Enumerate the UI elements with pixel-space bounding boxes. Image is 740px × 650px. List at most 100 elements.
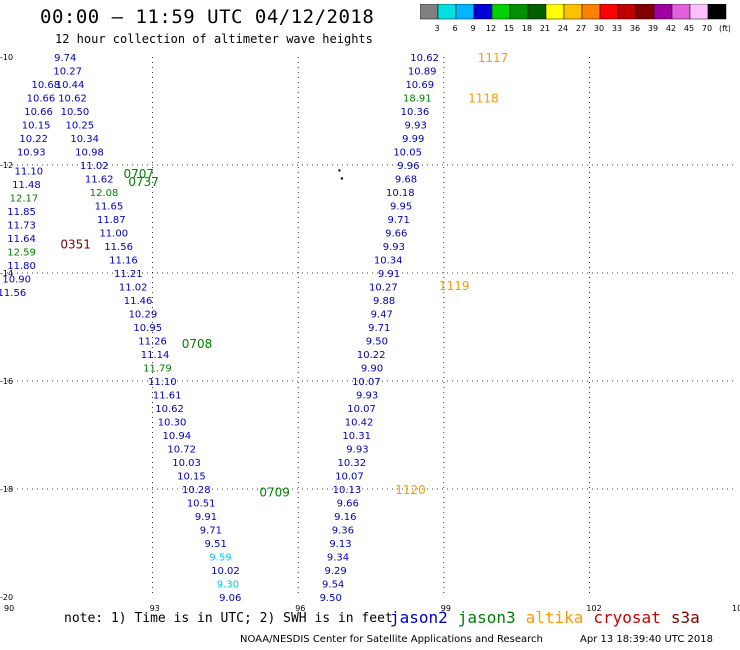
swh-value: 10.36 — [401, 107, 430, 118]
swh-value: 10.42 — [345, 418, 374, 429]
colorbar-label: (ft) — [719, 24, 730, 33]
swh-value: 10.31 — [342, 431, 371, 442]
swh-value: 12.17 — [10, 193, 39, 204]
swh-value: 11.62 — [85, 175, 114, 186]
colorbar-swatch — [437, 4, 457, 20]
swh-value: 10.15 — [22, 121, 51, 132]
swh-value: 10.69 — [405, 80, 434, 91]
swh-value: 11.46 — [124, 296, 153, 307]
swh-value: 9.51 — [205, 539, 227, 550]
swh-value: 10.66 — [24, 107, 53, 118]
colorbar-label: 12 — [486, 24, 496, 33]
swh-value: 10.90 — [2, 274, 31, 285]
colorbar-label: 18 — [522, 24, 532, 33]
lat-tick-label: -10 — [0, 53, 13, 62]
swh-value: 12.59 — [7, 247, 36, 258]
swh-value: 9.16 — [334, 512, 356, 523]
swh-value: 9.06 — [219, 593, 241, 604]
island-marker — [338, 169, 341, 172]
swh-value: 10.62 — [410, 53, 439, 64]
map-subtitle: 12 hour collection of altimeter wave hei… — [55, 32, 373, 46]
lon-tick-label: 90 — [4, 604, 14, 613]
colorbar-swatch — [599, 4, 619, 20]
colorbar-swatch — [671, 4, 691, 20]
swh-value: 10.34 — [70, 134, 99, 145]
colorbar-swatch — [707, 4, 727, 20]
swh-value: 9.95 — [390, 202, 412, 213]
swh-value: 10.51 — [187, 499, 216, 510]
pass-time-label: 1120 — [395, 483, 426, 497]
swh-value: 10.68 — [32, 80, 61, 91]
colorbar-label: 33 — [612, 24, 622, 33]
swh-value: 10.18 — [386, 188, 415, 199]
colorbar-label: 24 — [558, 24, 568, 33]
pass-time-label: 0737 — [128, 175, 159, 189]
swh-value: 10.62 — [155, 404, 184, 415]
generated-timestamp: Apr 13 18:39:40 UTC 2018 — [580, 634, 713, 645]
swh-value: 11.64 — [7, 234, 36, 245]
pass-time-label: 0351 — [60, 237, 91, 251]
swh-value: 10.32 — [338, 458, 367, 469]
pass-time-label: 0707 — [123, 167, 154, 181]
colorbar-label: 3 — [434, 24, 439, 33]
swh-value: 18.91 — [403, 94, 432, 105]
swh-value: 10.07 — [347, 404, 376, 415]
colorbar-label: 36 — [630, 24, 640, 33]
swh-value: 9.36 — [332, 526, 354, 537]
swh-value: 9.71 — [368, 323, 390, 334]
colorbar-swatch — [420, 4, 439, 20]
swh-value: 9.29 — [324, 566, 346, 577]
swh-value: 9.59 — [209, 553, 231, 564]
pass-time-label: 0708 — [182, 337, 213, 351]
colorbar-label: 42 — [666, 24, 676, 33]
swh-value: 9.99 — [402, 134, 424, 145]
swh-value: 11.80 — [7, 261, 36, 272]
swh-value: 11.10 — [148, 377, 177, 388]
colorbar-swatch — [527, 4, 547, 20]
colorbar-label: 70 — [702, 24, 712, 33]
swh-value: 11.79 — [143, 364, 172, 375]
color-scale-bar: 3 6 9 12 15 18 21 24 27 30 33 36 39 42 45 70 (ft) — [420, 4, 730, 33]
colorbar-label: 6 — [452, 24, 457, 33]
colorbar-swatch — [581, 4, 601, 20]
swh-value: 11.26 — [138, 337, 167, 348]
swh-value: 11.02 — [80, 161, 109, 172]
swh-value: 10.03 — [172, 458, 201, 469]
swh-value: 11.21 — [114, 269, 143, 280]
swh-value: 10.44 — [56, 80, 85, 91]
swh-value: 9.93 — [346, 445, 368, 456]
swh-value: 11.02 — [119, 283, 148, 294]
colorbar-swatch — [509, 4, 529, 20]
swh-value: 9.54 — [322, 580, 344, 591]
swh-value: 9.66 — [337, 499, 359, 510]
swh-value: 10.98 — [75, 148, 104, 159]
legend-cryosat: cryosat — [593, 608, 661, 627]
swh-value: 11.85 — [7, 207, 36, 218]
lon-tick-label: 105 — [732, 604, 740, 613]
pass-time-label: 1118 — [468, 92, 499, 106]
swh-value: 9.91 — [378, 269, 400, 280]
swh-value: 9.96 — [397, 161, 419, 172]
pass-time-label: 0709 — [259, 486, 290, 500]
swh-value: 10.95 — [133, 323, 162, 334]
swh-value: 9.88 — [373, 296, 395, 307]
swh-value: 9.66 — [385, 229, 407, 240]
legend-jason2: jason2 — [390, 608, 448, 627]
pass-time-label: 1117 — [478, 51, 509, 65]
colorbar-label: 30 — [594, 24, 604, 33]
swh-value: 10.02 — [211, 566, 240, 577]
swh-value: 10.93 — [17, 148, 46, 159]
swh-value: 10.50 — [61, 107, 90, 118]
swh-value: 9.71 — [200, 526, 222, 537]
swh-value: 10.07 — [335, 472, 364, 483]
swh-value: 10.30 — [158, 418, 187, 429]
colorbar-label: 39 — [648, 24, 658, 33]
colorbar-label: 9 — [470, 24, 475, 33]
swh-value: 9.71 — [388, 215, 410, 226]
swh-value: 9.74 — [54, 53, 76, 64]
swh-value: 9.93 — [356, 391, 378, 402]
swh-value: 9.90 — [361, 364, 383, 375]
swh-value: 11.48 — [12, 180, 41, 191]
legend-jason3: jason3 — [457, 608, 516, 627]
swh-value: 11.56 — [0, 288, 26, 299]
